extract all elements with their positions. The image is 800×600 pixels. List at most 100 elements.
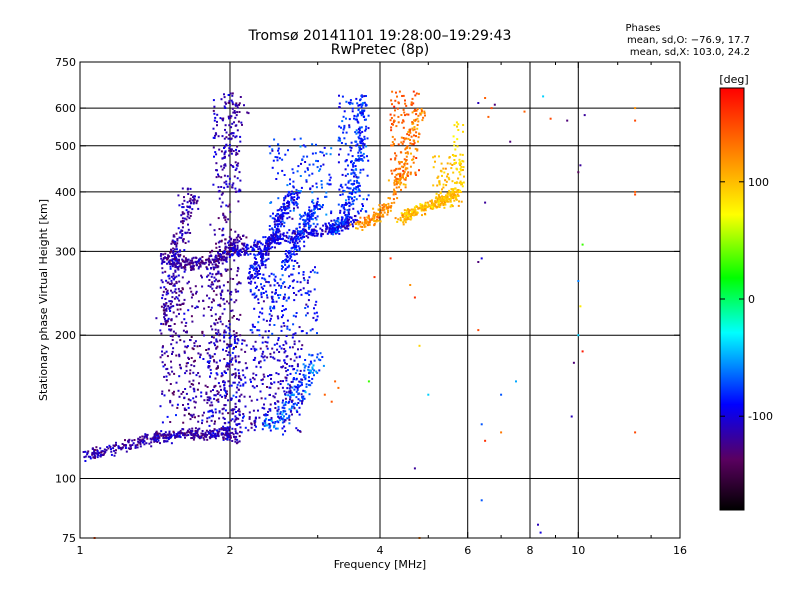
echo-point — [195, 292, 197, 295]
echo-point — [314, 229, 317, 232]
echo-point — [306, 305, 309, 308]
echo-point — [339, 184, 342, 187]
echo-point — [137, 440, 140, 443]
echo-point — [181, 428, 184, 430]
echo-point — [330, 147, 333, 150]
echo-point — [278, 351, 281, 353]
echo-point — [169, 335, 172, 337]
echo-point — [267, 410, 269, 413]
echo-point — [115, 449, 117, 452]
echo-point — [191, 305, 194, 308]
echo-point — [389, 209, 392, 212]
echo-point — [230, 126, 233, 129]
echo-point — [214, 377, 217, 380]
echo-point — [175, 245, 178, 248]
echo-point — [230, 132, 233, 135]
echo-point — [376, 214, 379, 217]
echo-point — [191, 257, 194, 260]
echo-point — [309, 370, 312, 373]
echo-point — [239, 313, 242, 316]
echo-point — [277, 337, 280, 340]
echo-point — [290, 393, 293, 396]
echo-point — [280, 417, 283, 420]
echo-point — [277, 387, 280, 390]
echo-point — [220, 165, 223, 168]
echo-point — [221, 412, 224, 415]
echo-point — [417, 92, 420, 95]
echo-point — [261, 277, 264, 280]
echo-point — [358, 148, 361, 151]
echo-point — [400, 136, 403, 139]
echo-point — [417, 140, 419, 143]
echo-point — [314, 266, 316, 269]
echo-point — [265, 290, 268, 293]
echo-point — [170, 242, 173, 245]
echo-point — [236, 145, 239, 148]
echo-point — [409, 215, 412, 218]
echo-point — [287, 204, 290, 207]
echo-point — [359, 126, 362, 129]
echo-point — [181, 234, 184, 237]
echo-point — [484, 201, 487, 204]
echo-point — [276, 225, 279, 228]
echo-point — [316, 215, 319, 218]
echo-point — [174, 276, 176, 279]
echo-point — [227, 253, 230, 256]
echo-point — [274, 226, 276, 228]
echo-point — [175, 341, 178, 344]
echo-point — [363, 118, 366, 121]
echo-point — [405, 104, 408, 107]
echo-point — [295, 253, 298, 256]
echo-point — [308, 217, 311, 220]
echo-point — [225, 260, 228, 263]
echo-point — [235, 418, 238, 421]
echo-point — [357, 185, 360, 188]
echo-point — [325, 213, 328, 216]
echo-point — [357, 128, 360, 131]
echo-point — [174, 240, 177, 243]
echo-point — [165, 307, 168, 310]
echo-point — [86, 452, 89, 454]
echo-point — [287, 259, 290, 262]
echo-point — [329, 231, 332, 234]
echo-point — [446, 175, 448, 178]
echo-point — [407, 131, 410, 133]
echo-point — [179, 436, 182, 439]
y-tick-label: 300 — [55, 245, 76, 258]
echo-point — [273, 236, 276, 239]
echo-point — [208, 365, 211, 368]
echo-point — [311, 354, 314, 357]
echo-point — [238, 435, 241, 438]
echo-point — [355, 115, 358, 118]
echo-point — [221, 168, 224, 171]
echo-point — [187, 263, 190, 266]
echo-point — [300, 293, 303, 296]
echo-point — [217, 329, 220, 332]
echo-point — [292, 286, 295, 289]
echo-point — [169, 306, 172, 309]
echo-point — [259, 247, 262, 250]
echo-point — [415, 113, 418, 116]
echo-point — [221, 290, 224, 293]
echo-point — [236, 338, 239, 341]
echo-point — [253, 349, 256, 352]
echo-point — [289, 391, 292, 394]
echo-point — [179, 262, 182, 265]
echo-point — [233, 381, 236, 384]
echo-point — [348, 103, 351, 106]
echo-point — [291, 273, 294, 276]
echo-point — [164, 363, 166, 366]
echo-point — [293, 248, 296, 250]
echo-point — [237, 190, 240, 193]
echo-point — [455, 167, 458, 170]
echo-point — [289, 358, 292, 361]
echo-point — [223, 358, 226, 360]
echo-point — [192, 360, 195, 363]
phase-stats-o: mean, sd,O: −76.9, 17.7 — [627, 35, 750, 46]
echo-point — [366, 137, 369, 140]
echo-point — [355, 132, 358, 135]
echo-point — [161, 267, 164, 270]
echo-point — [421, 214, 423, 217]
echo-point — [224, 404, 227, 407]
echo-point — [214, 266, 217, 269]
